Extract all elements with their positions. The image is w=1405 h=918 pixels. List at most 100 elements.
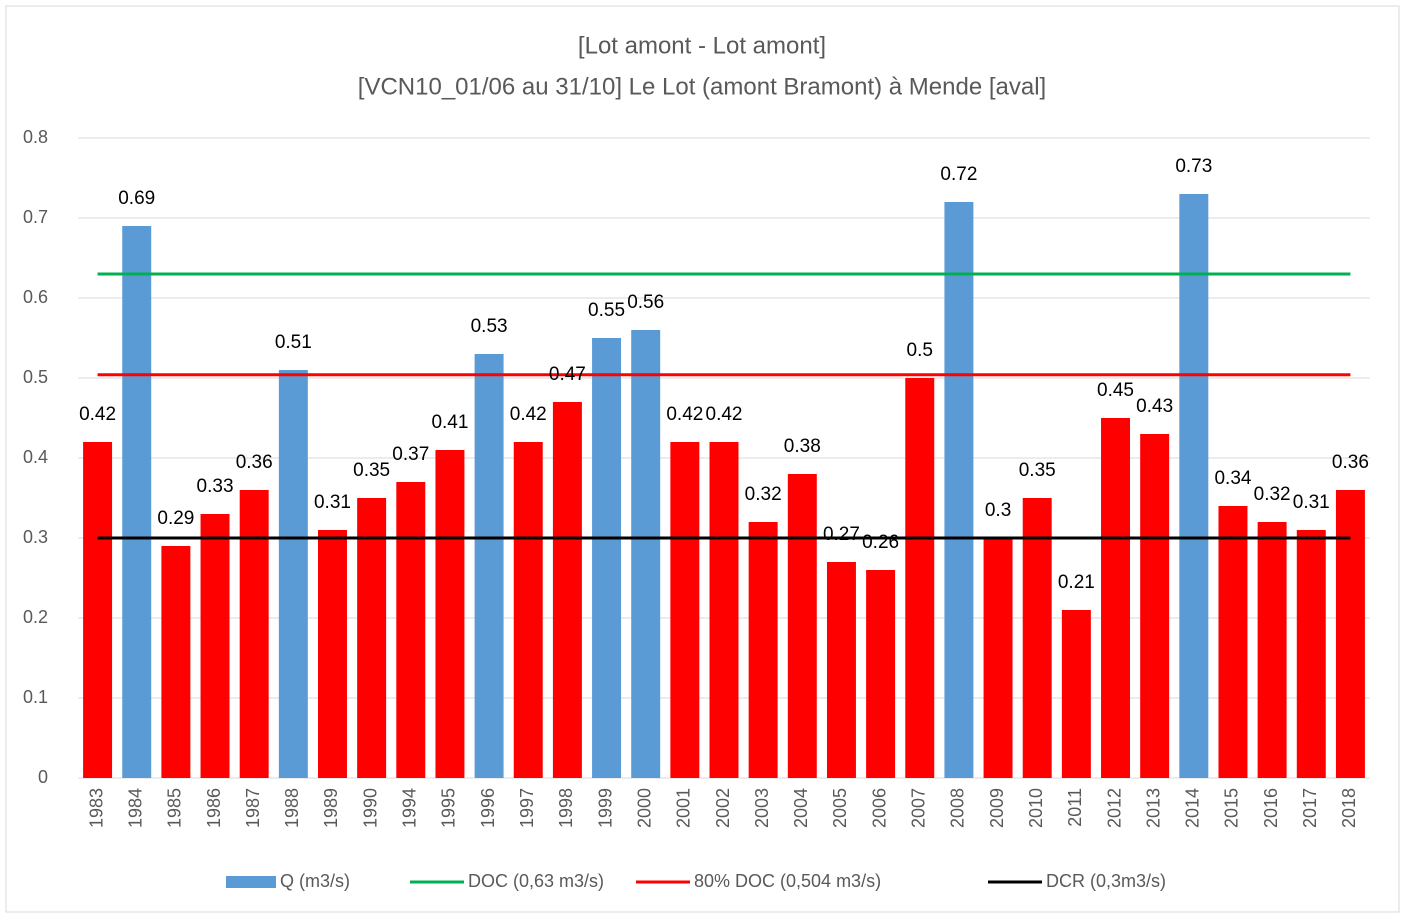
data-label: 0.32 <box>745 484 782 505</box>
legend-label: DCR (0,3m3/s) <box>1046 871 1166 891</box>
bar <box>1296 530 1326 778</box>
data-label: 0.34 <box>1214 468 1251 489</box>
bar <box>513 442 543 778</box>
bar <box>1218 506 1248 778</box>
data-label: 0.36 <box>1332 452 1369 473</box>
y-tick-label: 0.1 <box>23 687 48 707</box>
x-tick-label: 2017 <box>1300 788 1320 828</box>
bar <box>1140 434 1170 778</box>
bar <box>552 402 582 778</box>
x-tick-label: 2015 <box>1222 788 1242 828</box>
bar <box>278 370 308 778</box>
x-tick-label: 2005 <box>830 788 850 828</box>
x-tick-label: 2007 <box>909 788 929 828</box>
x-tick-label: 1995 <box>439 788 459 828</box>
data-label: 0.55 <box>588 300 625 321</box>
data-label: 0.27 <box>823 524 860 545</box>
x-tick-label: 2013 <box>1143 788 1163 828</box>
x-tick-label: 1987 <box>243 788 263 828</box>
bar <box>670 442 700 778</box>
bar <box>787 474 817 778</box>
legend-label: DOC (0,63 m3/s) <box>468 871 604 891</box>
data-label: 0.47 <box>549 364 586 385</box>
bar <box>357 498 387 778</box>
x-tick-label: 1984 <box>125 788 145 828</box>
data-label: 0.45 <box>1097 380 1134 401</box>
legend-swatch <box>226 876 276 888</box>
data-label: 0.41 <box>431 412 468 433</box>
x-tick-label: 2002 <box>713 788 733 828</box>
x-tick-label: 1989 <box>321 788 341 828</box>
chart-title: [Lot amont - Lot amont] <box>578 32 826 59</box>
x-tick-label: 2012 <box>1104 788 1124 828</box>
data-label: 0.3 <box>985 500 1011 521</box>
y-tick-label: 0.2 <box>23 607 48 627</box>
x-tick-label: 1994 <box>400 788 420 828</box>
data-label: 0.51 <box>275 332 312 353</box>
data-label: 0.31 <box>314 492 351 513</box>
data-label: 0.36 <box>236 452 273 473</box>
x-tick-label: 1998 <box>556 788 576 828</box>
x-tick-label: 2004 <box>791 788 811 828</box>
bar <box>317 530 347 778</box>
x-tick-label: 1985 <box>165 788 185 828</box>
bar <box>83 442 113 778</box>
bar <box>631 330 661 778</box>
bar <box>944 202 974 778</box>
data-label: 0.43 <box>1136 396 1173 417</box>
data-label: 0.33 <box>197 476 234 497</box>
x-tick-label: 1986 <box>204 788 224 828</box>
bar <box>396 482 426 778</box>
data-label: 0.38 <box>784 436 821 457</box>
data-label: 0.31 <box>1293 492 1330 513</box>
x-tick-label: 2000 <box>634 788 654 828</box>
x-tick-label: 2006 <box>869 788 889 828</box>
bar <box>983 538 1013 778</box>
x-tick-label: 2016 <box>1261 788 1281 828</box>
bar <box>435 450 465 778</box>
y-tick-label: 0.7 <box>23 207 48 227</box>
bar <box>1179 194 1209 778</box>
bar <box>905 378 935 778</box>
bar <box>826 562 856 778</box>
data-label: 0.26 <box>862 532 899 553</box>
data-label: 0.35 <box>1019 460 1056 481</box>
bar <box>748 522 778 778</box>
x-tick-label: 2014 <box>1183 788 1203 828</box>
data-label: 0.32 <box>1254 484 1291 505</box>
x-tick-label: 1988 <box>282 788 302 828</box>
y-tick-label: 0.3 <box>23 527 48 547</box>
x-tick-label: 1990 <box>360 788 380 828</box>
chart-subtitle: [VCN10_01/06 au 31/10] Le Lot (amont Bra… <box>358 73 1046 100</box>
data-label: 0.53 <box>471 316 508 337</box>
x-tick-label: 2010 <box>1026 788 1046 828</box>
x-tick-label: 1999 <box>595 788 615 828</box>
x-tick-label: 1996 <box>478 788 498 828</box>
bar <box>709 442 739 778</box>
data-label: 0.69 <box>118 188 155 209</box>
bar <box>1022 498 1052 778</box>
data-label: 0.42 <box>510 404 547 425</box>
data-label: 0.42 <box>79 404 116 425</box>
bar <box>239 490 269 778</box>
data-label: 0.21 <box>1058 572 1095 593</box>
y-tick-label: 0.5 <box>23 367 48 387</box>
y-tick-label: 0 <box>38 767 48 787</box>
data-label: 0.5 <box>907 340 933 361</box>
bar <box>866 570 896 778</box>
bar <box>200 514 230 778</box>
data-label: 0.37 <box>392 444 429 465</box>
data-label: 0.29 <box>157 508 194 529</box>
bar <box>474 354 504 778</box>
data-label: 0.35 <box>353 460 390 481</box>
x-tick-label: 2018 <box>1339 788 1359 828</box>
y-tick-label: 0.6 <box>23 287 48 307</box>
bar <box>1061 610 1091 778</box>
bar <box>1257 522 1287 778</box>
y-tick-label: 0.4 <box>23 447 48 467</box>
bar <box>592 338 622 778</box>
y-tick-label: 0.8 <box>23 127 48 147</box>
data-label: 0.42 <box>706 404 743 425</box>
legend-label: 80% DOC (0,504 m3/s) <box>694 871 881 891</box>
